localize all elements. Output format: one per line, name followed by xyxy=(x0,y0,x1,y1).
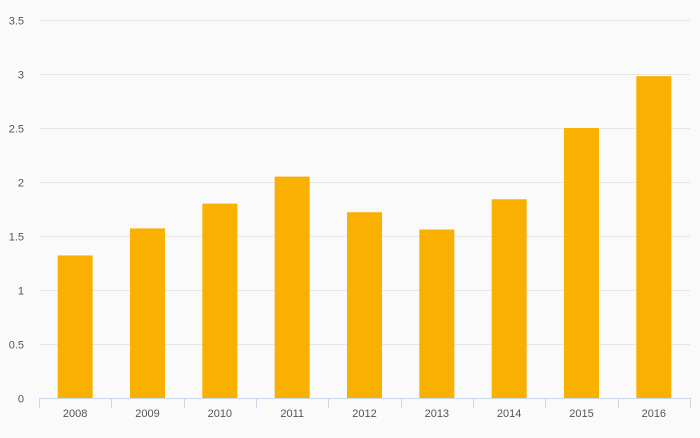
x-axis-tick-labels: 2008 2009 2010 2011 2012 2013 2014 2015 2016 xyxy=(63,408,666,420)
bar-2016 xyxy=(636,76,672,398)
bar-2010 xyxy=(202,203,238,398)
y-tick-label: 2 xyxy=(18,178,24,190)
y-tick-label: 1.5 xyxy=(9,232,24,244)
x-tick-label: 2009 xyxy=(135,408,159,420)
y-tick-label: 2.5 xyxy=(9,124,24,136)
bar-2015 xyxy=(564,128,599,398)
bar-2009 xyxy=(130,228,165,398)
y-tick-label: 3.5 xyxy=(9,16,24,28)
x-tick-label: 2012 xyxy=(352,408,376,420)
x-tick-label: 2016 xyxy=(642,408,666,420)
x-axis xyxy=(39,398,691,408)
x-tick-label: 2013 xyxy=(425,408,449,420)
y-axis-tick-labels: 0 0.5 1 1.5 2 2.5 3 3.5 xyxy=(9,16,24,406)
y-tick-label: 1 xyxy=(18,286,24,298)
y-tick-label: 0 xyxy=(18,394,24,406)
x-tick-label: 2008 xyxy=(63,408,87,420)
bar-2011 xyxy=(274,176,310,398)
x-tick-label: 2010 xyxy=(208,408,232,420)
x-tick-label: 2014 xyxy=(497,408,521,420)
bar-2008 xyxy=(57,255,93,398)
bar-2012 xyxy=(347,212,382,398)
x-tick-label: 2015 xyxy=(569,408,593,420)
x-tick-label: 2011 xyxy=(280,408,304,420)
bars xyxy=(57,76,672,398)
bar-2013 xyxy=(419,229,455,398)
y-tick-label: 0.5 xyxy=(9,340,24,352)
bar-2014 xyxy=(491,199,527,398)
y-tick-label: 3 xyxy=(18,70,24,82)
